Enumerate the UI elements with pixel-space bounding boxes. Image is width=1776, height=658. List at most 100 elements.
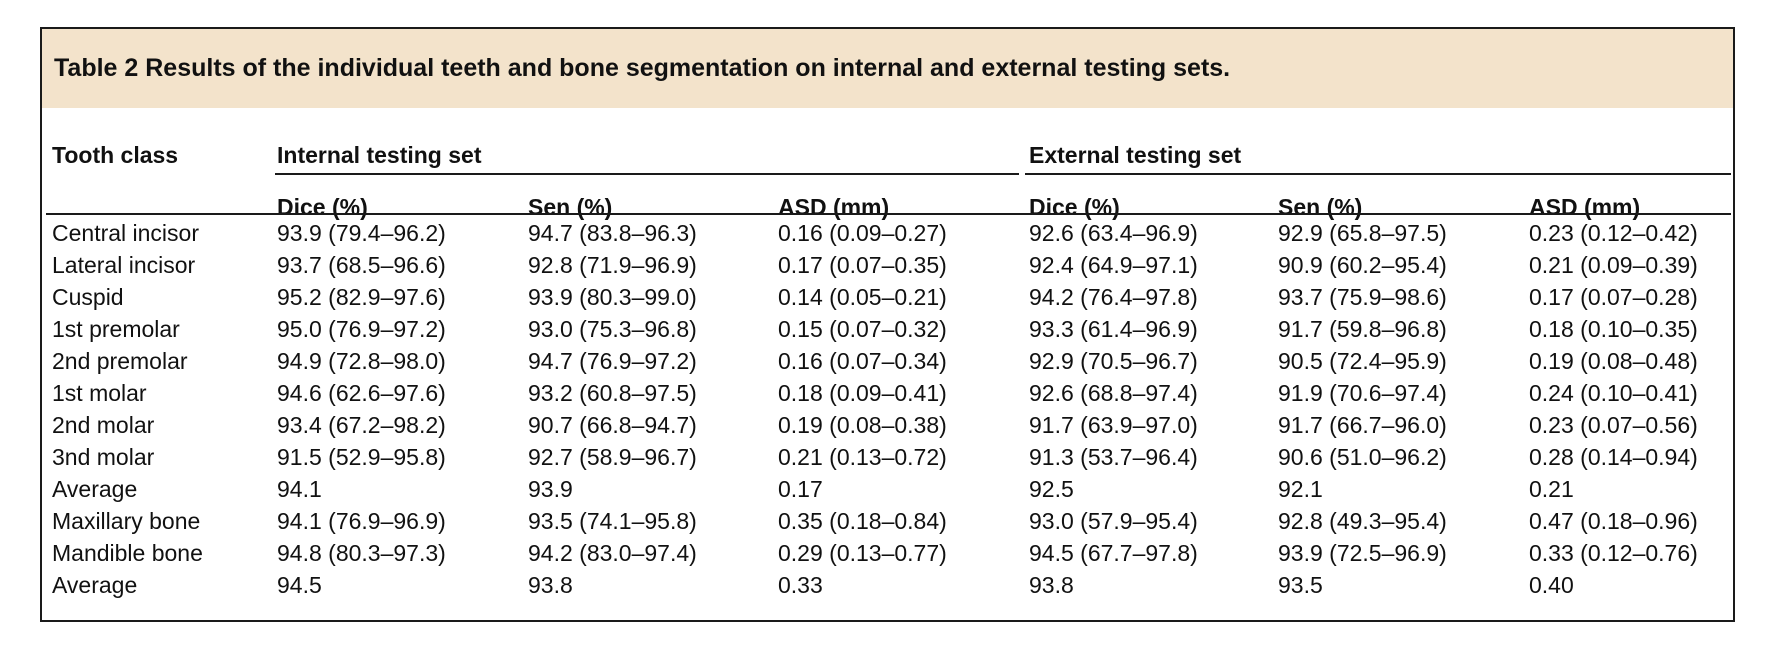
cell-external-sen: 93.9 (72.5–96.9) [1278, 540, 1447, 566]
cell-external-sen: 92.8 (49.3–95.4) [1278, 508, 1447, 534]
table-row: 1st molar 94.6 (62.6–97.6) 93.2 (60.8–97.5… [42, 377, 1733, 409]
cell-external-dice: 92.9 (70.5–96.7) [1029, 348, 1198, 374]
table-row: Lateral incisor 93.7 (68.5–96.6) 92.8 (71.… [42, 249, 1733, 281]
cell-external-asd: 0.47 (0.18–0.96) [1529, 508, 1698, 534]
cell-tooth-class: 3nd molar [52, 444, 155, 470]
cell-external-sen: 93.7 (75.9–98.6) [1278, 284, 1447, 310]
cell-external-dice: 93.0 (57.9–95.4) [1029, 508, 1198, 534]
cell-internal-dice: 94.9 (72.8–98.0) [277, 348, 446, 374]
cell-external-asd: 0.23 (0.07–0.56) [1529, 412, 1698, 438]
cell-external-sen: 93.5 [1278, 572, 1323, 598]
col-header-external-sen: Sen (%) [1278, 194, 1363, 220]
table-row: 1st premolar 95.0 (76.9–97.2) 93.0 (75.3–9… [42, 313, 1733, 345]
cell-external-asd: 0.19 (0.08–0.48) [1529, 348, 1698, 374]
cell-external-sen: 90.5 (72.4–95.9) [1278, 348, 1447, 374]
cell-internal-dice: 94.8 (80.3–97.3) [277, 540, 446, 566]
cell-tooth-class: 1st premolar [52, 316, 180, 342]
cell-external-asd: 0.40 [1529, 572, 1574, 598]
cell-external-dice: 92.5 [1029, 476, 1074, 502]
cell-internal-sen: 94.7 (83.8–96.3) [528, 220, 697, 246]
cell-internal-sen: 92.7 (58.9–96.7) [528, 444, 697, 470]
cell-external-asd: 0.18 (0.10–0.35) [1529, 316, 1698, 342]
cell-internal-sen: 94.2 (83.0–97.4) [528, 540, 697, 566]
cell-tooth-class: Lateral incisor [52, 252, 196, 278]
cell-external-dice: 94.2 (76.4–97.8) [1029, 284, 1198, 310]
cell-internal-asd: 0.29 (0.13–0.77) [778, 540, 947, 566]
external-group-rule [1025, 173, 1731, 175]
cell-internal-asd: 0.17 [778, 476, 823, 502]
cell-external-asd: 0.21 (0.09–0.39) [1529, 252, 1698, 278]
table-row: Average 94.5 93.8 0.33 93.8 93.5 0.40 [42, 569, 1733, 601]
internal-group-rule [275, 173, 1019, 175]
col-header-internal-sen: Sen (%) [528, 194, 613, 220]
cell-external-sen: 90.9 (60.2–95.4) [1278, 252, 1447, 278]
cell-external-sen: 91.7 (66.7–96.0) [1278, 412, 1447, 438]
cell-internal-sen: 93.8 [528, 572, 573, 598]
cell-internal-asd: 0.33 [778, 572, 823, 598]
cell-internal-sen: 93.2 (60.8–97.5) [528, 380, 697, 406]
cell-tooth-class: 2nd molar [52, 412, 155, 438]
table-row: Central incisor 93.9 (79.4–96.2) 94.7 (83.… [42, 217, 1733, 249]
cell-internal-asd: 0.16 (0.09–0.27) [778, 220, 947, 246]
cell-external-sen: 92.9 (65.8–97.5) [1278, 220, 1447, 246]
cell-internal-asd: 0.19 (0.08–0.38) [778, 412, 947, 438]
cell-internal-dice: 93.7 (68.5–96.6) [277, 252, 446, 278]
cell-internal-sen: 93.0 (75.3–96.8) [528, 316, 697, 342]
cell-external-sen: 91.9 (70.6–97.4) [1278, 380, 1447, 406]
col-header-internal-dice: Dice (%) [277, 194, 368, 220]
table-row: 2nd premolar 94.9 (72.8–98.0) 94.7 (76.9–9… [42, 345, 1733, 377]
table-row: Average 94.1 93.9 0.17 92.5 92.1 0.21 [42, 473, 1733, 505]
table-row: Cuspid 95.2 (82.9–97.6) 93.9 (80.3–99.0) 0.… [42, 281, 1733, 313]
cell-tooth-class: Central incisor [52, 220, 199, 246]
cell-internal-asd: 0.35 (0.18–0.84) [778, 508, 947, 534]
cell-external-sen: 90.6 (51.0–96.2) [1278, 444, 1447, 470]
cell-tooth-class: Average [52, 476, 138, 502]
cell-external-dice: 93.3 (61.4–96.9) [1029, 316, 1198, 342]
cell-external-asd: 0.17 (0.07–0.28) [1529, 284, 1698, 310]
cell-external-asd: 0.28 (0.14–0.94) [1529, 444, 1698, 470]
cell-external-dice: 91.7 (63.9–97.0) [1029, 412, 1198, 438]
cell-tooth-class: 1st molar [52, 380, 147, 406]
cell-tooth-class: 2nd premolar [52, 348, 188, 374]
cell-internal-asd: 0.18 (0.09–0.41) [778, 380, 947, 406]
header-rule [46, 213, 1731, 215]
col-header-external-dice: Dice (%) [1029, 194, 1120, 220]
cell-internal-dice: 94.1 [277, 476, 322, 502]
col-header-external-asd: ASD (mm) [1529, 194, 1641, 220]
cell-tooth-class: Average [52, 572, 138, 598]
header-external-testing-set: External testing set [1029, 142, 1242, 168]
cell-internal-sen: 93.5 (74.1–95.8) [528, 508, 697, 534]
cell-external-dice: 92.6 (63.4–96.9) [1029, 220, 1198, 246]
cell-tooth-class: Cuspid [52, 284, 124, 310]
cell-internal-sen: 90.7 (66.8–94.7) [528, 412, 697, 438]
cell-internal-dice: 94.5 [277, 572, 322, 598]
cell-tooth-class: Mandible bone [52, 540, 203, 566]
cell-external-sen: 91.7 (59.8–96.8) [1278, 316, 1447, 342]
header-internal-testing-set: Internal testing set [277, 142, 482, 168]
cell-internal-sen: 94.7 (76.9–97.2) [528, 348, 697, 374]
cell-internal-dice: 93.9 (79.4–96.2) [277, 220, 446, 246]
cell-external-dice: 94.5 (67.7–97.8) [1029, 540, 1198, 566]
table-row: 2nd molar 93.4 (67.2–98.2) 90.7 (66.8–94.7… [42, 409, 1733, 441]
table-row: Mandible bone 94.8 (80.3–97.3) 94.2 (83.0–… [42, 537, 1733, 569]
cell-internal-dice: 95.0 (76.9–97.2) [277, 316, 446, 342]
cell-internal-asd: 0.16 (0.07–0.34) [778, 348, 947, 374]
table-row: 3nd molar 91.5 (52.9–95.8) 92.7 (58.9–96.7… [42, 441, 1733, 473]
cell-external-asd: 0.33 (0.12–0.76) [1529, 540, 1698, 566]
cell-internal-dice: 94.1 (76.9–96.9) [277, 508, 446, 534]
cell-internal-asd: 0.14 (0.05–0.21) [778, 284, 947, 310]
table-caption: Table 2 Results of the individual teeth … [42, 29, 1733, 108]
cell-external-asd: 0.23 (0.12–0.42) [1529, 220, 1698, 246]
cell-external-dice: 93.8 [1029, 572, 1074, 598]
cell-internal-dice: 93.4 (67.2–98.2) [277, 412, 446, 438]
cell-external-dice: 92.4 (64.9–97.1) [1029, 252, 1198, 278]
cell-internal-asd: 0.15 (0.07–0.32) [778, 316, 947, 342]
cell-internal-dice: 94.6 (62.6–97.6) [277, 380, 446, 406]
cell-internal-sen: 93.9 [528, 476, 573, 502]
col-header-internal-asd: ASD (mm) [778, 194, 890, 220]
cell-internal-dice: 95.2 (82.9–97.6) [277, 284, 446, 310]
cell-internal-dice: 91.5 (52.9–95.8) [277, 444, 446, 470]
table-row: Maxillary bone 94.1 (76.9–96.9) 93.5 (74.1… [42, 505, 1733, 537]
cell-internal-sen: 93.9 (80.3–99.0) [528, 284, 697, 310]
results-table: Table 2 Results of the individual teeth … [40, 27, 1735, 622]
